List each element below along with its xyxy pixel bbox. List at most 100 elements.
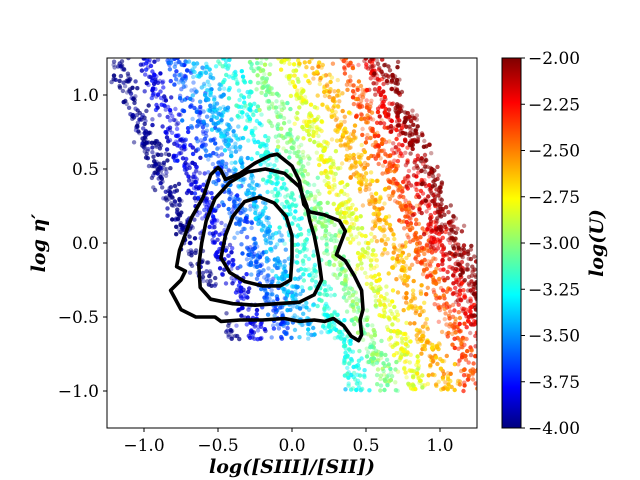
scatter-point <box>405 275 411 280</box>
scatter-point <box>294 92 299 98</box>
scatter-point <box>254 182 259 188</box>
scatter-point <box>433 382 439 387</box>
scatter-point <box>173 139 179 144</box>
scatter-point <box>278 67 284 72</box>
scatter-point <box>304 122 309 128</box>
scatter-point <box>316 133 321 139</box>
scatter-point <box>419 210 424 216</box>
scatter-point <box>124 101 129 107</box>
scatter-point <box>239 69 244 74</box>
scatter-point <box>386 271 391 276</box>
scatter-point <box>468 256 474 262</box>
scatter-point <box>220 64 225 69</box>
scatter-point <box>355 250 361 256</box>
scatter-point <box>322 84 327 89</box>
scatter-point <box>358 102 363 107</box>
scatter-point <box>405 350 410 355</box>
scatter-point <box>261 209 266 214</box>
scatter-point <box>266 221 271 226</box>
scatter-point <box>493 339 497 343</box>
scatter-point <box>283 247 288 252</box>
scatter-point <box>453 252 458 257</box>
scatter-point <box>341 269 347 274</box>
scatter-point <box>155 80 161 86</box>
scatter-point <box>165 213 170 218</box>
scatter-point <box>495 363 499 367</box>
scatter-point <box>158 181 163 186</box>
scatter-point <box>290 202 295 207</box>
scatter-point <box>306 327 311 332</box>
scatter-point <box>281 135 286 141</box>
scatter-point <box>331 178 337 183</box>
scatter-point <box>174 232 179 237</box>
scatter-point <box>217 106 223 111</box>
scatter-point <box>172 73 177 78</box>
scatter-point <box>311 129 316 135</box>
scatter-point <box>358 189 363 194</box>
scatter-point <box>245 295 250 300</box>
scatter-point <box>403 124 408 129</box>
scatter-point <box>102 61 106 65</box>
scatter-point <box>469 348 474 353</box>
scatter-point <box>269 288 274 293</box>
scatter-point <box>296 144 302 150</box>
scatter-point <box>375 130 380 135</box>
scatter-point <box>325 170 330 176</box>
scatter-point <box>461 373 467 378</box>
scatter-point <box>341 58 346 64</box>
scatter-point <box>198 104 203 110</box>
scatter-point <box>227 146 232 152</box>
scatter-point <box>112 65 117 70</box>
scatter-point <box>281 121 287 126</box>
scatter-point <box>238 264 243 269</box>
scatter-point <box>272 163 277 168</box>
scatter-point <box>254 311 259 317</box>
scatter-point <box>439 182 444 187</box>
scatter-point <box>313 194 318 199</box>
scatter-point <box>227 168 232 174</box>
scatter-point <box>487 327 491 331</box>
scatter-point <box>379 238 384 243</box>
scatter-point <box>415 239 420 244</box>
scatter-point <box>405 186 410 191</box>
scatter-point <box>300 258 306 264</box>
scatter-point <box>346 63 351 68</box>
scatter-point <box>290 284 295 289</box>
scatter-point <box>191 74 196 80</box>
scatter-point <box>302 73 308 78</box>
scatter-point <box>389 86 395 92</box>
scatter-point <box>230 246 235 251</box>
scatter-point <box>245 188 251 193</box>
scatter-point <box>463 353 468 359</box>
scatter-point <box>347 228 352 233</box>
scatter-point <box>209 87 214 92</box>
scatter-point <box>252 324 257 329</box>
scatter-point <box>260 68 266 73</box>
scatter-point <box>200 140 205 145</box>
scatter-point <box>274 198 279 203</box>
scatter-point <box>359 182 364 187</box>
scatter-point <box>161 160 167 165</box>
scatter-point <box>309 271 315 276</box>
scatter-point <box>435 164 440 170</box>
scatter-point <box>317 162 322 168</box>
scatter-point <box>369 334 374 339</box>
scatter-point <box>494 352 498 356</box>
scatter-point <box>369 238 374 243</box>
scatter-point <box>231 129 236 134</box>
scatter-point <box>262 275 267 280</box>
scatter-point <box>324 82 330 87</box>
scatter-point <box>432 183 438 188</box>
scatter-point <box>473 319 477 325</box>
scatter-point <box>363 171 369 176</box>
scatter-point <box>440 258 445 264</box>
scatter-point <box>157 113 162 118</box>
scatter-point <box>359 261 364 266</box>
scatter-point <box>165 114 170 120</box>
scatter-point <box>244 272 249 277</box>
scatter-point <box>392 342 397 348</box>
scatter-point <box>256 139 261 145</box>
scatter-point <box>387 162 392 168</box>
scatter-point <box>373 348 379 353</box>
scatter-point <box>364 346 369 351</box>
